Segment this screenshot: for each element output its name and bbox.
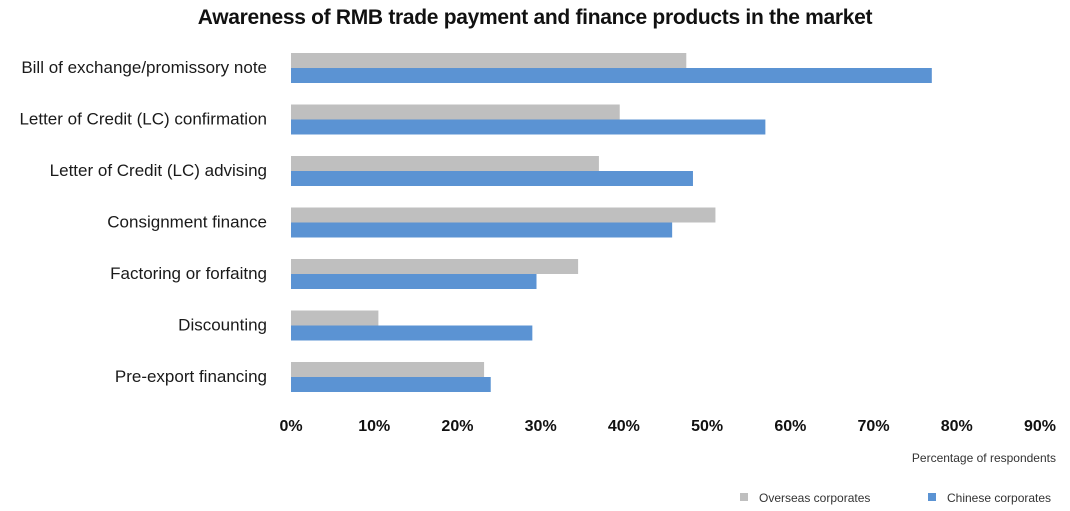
- bar-chinese-corporates: [291, 274, 537, 289]
- x-tick-label: 0%: [279, 418, 302, 435]
- legend-swatch: [928, 493, 936, 501]
- category-label: Factoring or forfaitng: [110, 264, 267, 283]
- category-label: Letter of Credit (LC) advising: [50, 161, 267, 180]
- x-tick-label: 30%: [525, 418, 557, 435]
- bar-overseas-corporates: [291, 310, 379, 326]
- bar-overseas-corporates: [291, 207, 716, 223]
- bar-chinese-corporates: [291, 377, 491, 392]
- category-label: Discounting: [178, 316, 267, 335]
- bar-chinese-corporates: [291, 325, 533, 341]
- x-tick-label: 70%: [858, 418, 890, 435]
- bar-overseas-corporates: [291, 104, 620, 120]
- x-tick-label: 50%: [691, 418, 723, 435]
- x-tick-label: 10%: [358, 418, 390, 435]
- category-label: Letter of Credit (LC) confirmation: [19, 110, 267, 129]
- legend-label: Chinese corporates: [947, 491, 1051, 505]
- x-axis-title: Percentage of respondents: [912, 451, 1056, 465]
- bar-chinese-corporates: [291, 222, 673, 238]
- legend-swatch: [740, 493, 748, 501]
- x-tick-label: 80%: [941, 418, 973, 435]
- bar-overseas-corporates: [291, 156, 599, 171]
- bar-overseas-corporates: [291, 53, 687, 68]
- x-tick-label: 20%: [441, 418, 473, 435]
- bar-chinese-corporates: [291, 68, 932, 83]
- x-tick-label: 60%: [774, 418, 806, 435]
- bar-chinese-corporates: [291, 119, 766, 135]
- category-label: Bill of exchange/promissory note: [21, 58, 267, 77]
- x-tick-label: 40%: [608, 418, 640, 435]
- legend-label: Overseas corporates: [759, 491, 870, 505]
- category-label: Consignment finance: [107, 213, 267, 232]
- x-tick-label: 90%: [1024, 418, 1056, 435]
- bar-overseas-corporates: [291, 362, 485, 377]
- bar-overseas-corporates: [291, 259, 579, 274]
- category-label: Pre-export financing: [115, 367, 267, 386]
- bar-chinese-corporates: [291, 171, 693, 186]
- chart-title: Awareness of RMB trade payment and finan…: [197, 6, 873, 29]
